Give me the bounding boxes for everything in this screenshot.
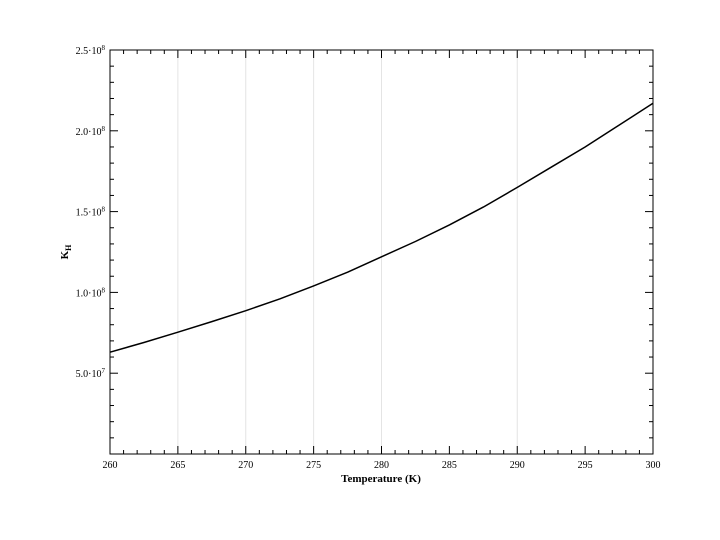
label-layer: 260 265 270 275 280 285 290 295 300 5.0·107 1.0·10… [76, 44, 661, 471]
x-tick-label: 285 [442, 460, 457, 471]
x-tick-label: 270 [238, 460, 253, 471]
y-tick-label: 5.0·107 [76, 367, 106, 380]
y-axis-title-sub: H [64, 244, 73, 251]
grid-layer [177, 50, 518, 454]
y-tick-label: 1.5·108 [76, 206, 106, 219]
x-axis-title: Temperature (K) [341, 473, 421, 485]
x-tick-label: 300 [646, 460, 661, 471]
series-line [109, 102, 654, 353]
y-axis-title: KH [59, 244, 73, 260]
x-tick-label: 260 [103, 460, 118, 471]
y-tick-label: 2.5·108 [76, 44, 106, 57]
y-tick-label: 2.0·108 [76, 125, 106, 138]
x-tick-label: 275 [306, 460, 321, 471]
x-tick-label: 295 [578, 460, 593, 471]
series-layer [109, 102, 654, 353]
x-tick-label: 265 [170, 460, 185, 471]
x-tick-label: 290 [510, 460, 525, 471]
y-axis-title-main: K [59, 250, 71, 259]
tick-layer [109, 49, 654, 454]
y-tick-label: 1.0·108 [76, 286, 106, 299]
x-tick-label: 280 [374, 460, 389, 471]
